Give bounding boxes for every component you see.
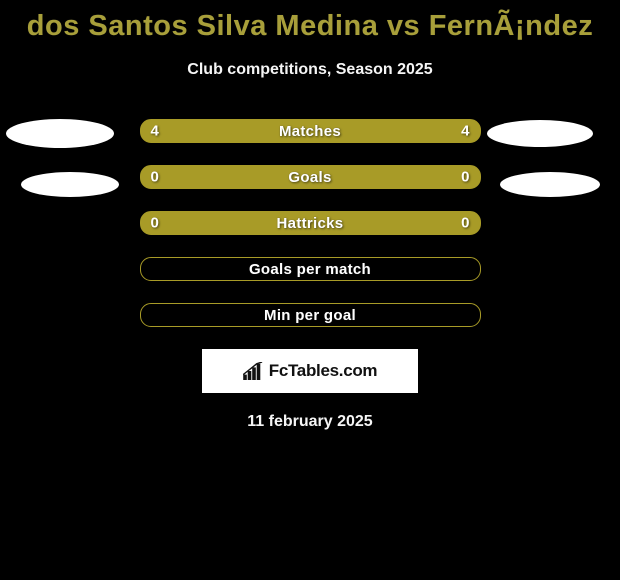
stat-right-value: 0 [461, 215, 469, 232]
stat-left-value: 0 [151, 169, 159, 186]
player-left-oval-1 [6, 119, 114, 148]
stat-label: Hattricks [277, 215, 344, 232]
footer-date: 11 february 2025 [0, 413, 620, 431]
stat-label: Goals [288, 169, 331, 186]
bar-chart-icon [243, 362, 265, 380]
page-title: dos Santos Silva Medina vs FernÃ¡ndez [0, 0, 620, 43]
stat-rows: 4 Matches 4 0 Goals 0 0 Hattricks 0 Goal… [0, 119, 620, 327]
stat-left-value: 4 [151, 123, 159, 140]
stat-right-value: 4 [461, 123, 469, 140]
player-right-oval-1 [487, 120, 593, 147]
page-subtitle: Club competitions, Season 2025 [0, 61, 620, 79]
player-right-oval-2 [500, 172, 600, 197]
stat-label: Min per goal [264, 307, 356, 324]
logo-text: FcTables.com [269, 361, 378, 381]
stat-left-value: 0 [151, 215, 159, 232]
stat-row-min-per-goal: Min per goal [140, 303, 481, 327]
stat-row-matches: 4 Matches 4 [140, 119, 481, 143]
stat-right-value: 0 [461, 169, 469, 186]
stat-row-goals: 0 Goals 0 [140, 165, 481, 189]
stat-label: Goals per match [249, 261, 371, 278]
stat-row-goals-per-match: Goals per match [140, 257, 481, 281]
logo-box: FcTables.com [202, 349, 418, 393]
comparison-area: 4 Matches 4 0 Goals 0 0 Hattricks 0 Goal… [0, 119, 620, 431]
stat-label: Matches [279, 123, 341, 140]
stat-row-hattricks: 0 Hattricks 0 [140, 211, 481, 235]
player-left-oval-2 [21, 172, 119, 197]
